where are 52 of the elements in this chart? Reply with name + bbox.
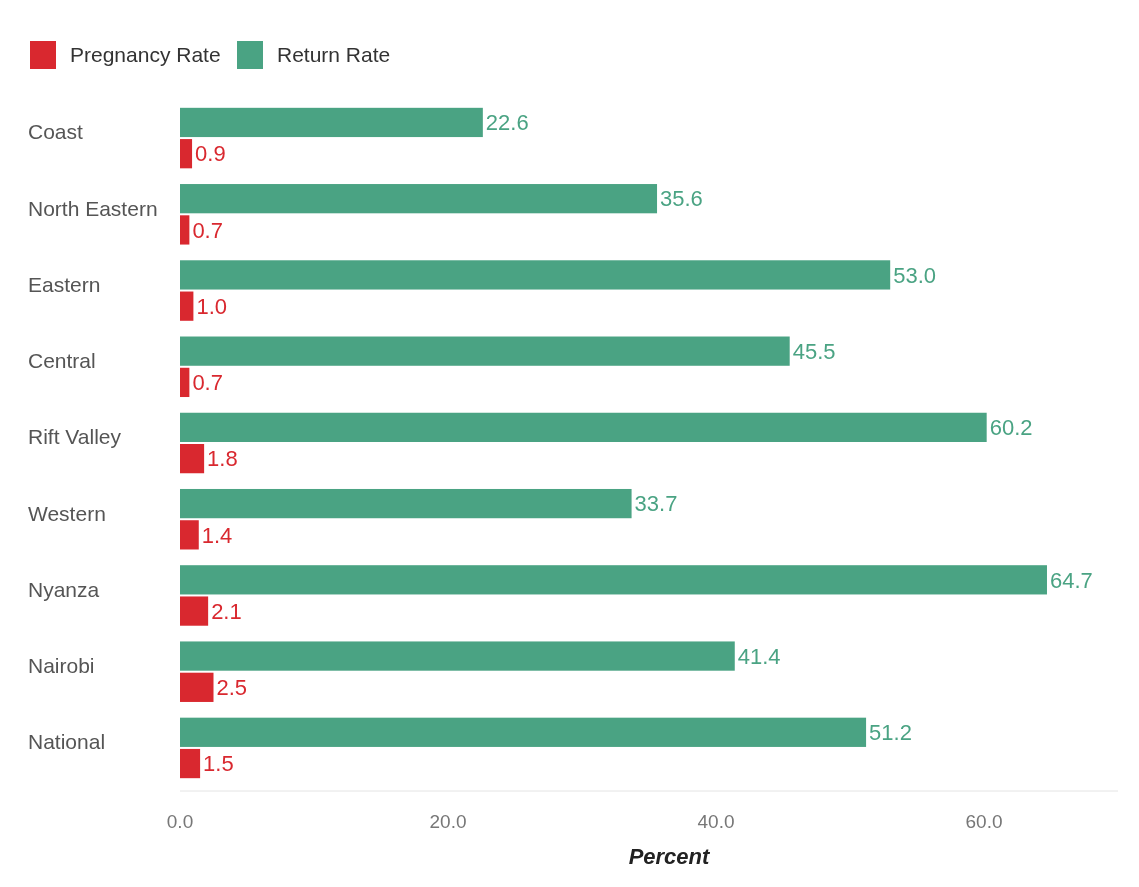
data-label: 22.6 [485,110,529,136]
legend-label: Pregnancy Rate [70,43,221,67]
y-tick-label: North Eastern [28,196,158,220]
bar [180,748,201,779]
bar [180,717,867,747]
data-label: 60.2 [989,415,1033,441]
y-tick-label: Rift Valley [28,425,122,449]
data-label: 41.4 [737,643,781,669]
y-tick-label: Nyanza [28,577,100,601]
data-label: 35.6 [660,186,703,212]
data-label: 0.7 [192,370,223,396]
bar [180,139,193,169]
data-label: 1.4 [201,522,233,548]
bar [180,520,199,550]
bar [180,107,483,138]
bar [180,291,194,321]
x-tick-label: 60.0 [965,811,1003,832]
y-tick-label: Nairobi [28,654,95,678]
data-label: 64.7 [1049,567,1093,593]
bar [180,184,658,214]
data-label: 0.9 [195,141,226,167]
bar [180,488,632,519]
x-tick-label: 20.0 [429,811,467,832]
bar [180,596,209,626]
bar [180,336,790,366]
y-tick-label: Central [28,349,96,373]
legend-label: Return Rate [277,43,391,67]
data-label: 45.5 [792,338,836,364]
bar [180,444,205,474]
data-label: 2.5 [216,675,248,701]
data-label: 51.2 [869,720,912,745]
data-label: 1.8 [207,446,238,472]
x-tick-label: 40.0 [697,811,735,832]
x-tick-label: 0.0 [166,811,194,832]
data-label: 1.5 [203,751,234,777]
bar [180,672,214,702]
bar [180,641,735,671]
bar [180,565,1047,595]
bar [180,367,190,398]
data-label: 53.0 [893,262,937,288]
y-tick-label: National [28,730,106,754]
bar [180,260,891,290]
x-axis-title: Percent [628,844,712,869]
data-label: 2.1 [211,598,242,624]
y-tick-label: Western [28,501,106,525]
y-tick-label: Coast [28,120,84,144]
bar [180,412,987,442]
data-label: 1.0 [196,293,227,319]
y-tick-label: Eastern [28,272,101,296]
bar [180,215,190,245]
data-label: 0.7 [192,217,223,243]
data-label: 33.7 [634,491,678,517]
